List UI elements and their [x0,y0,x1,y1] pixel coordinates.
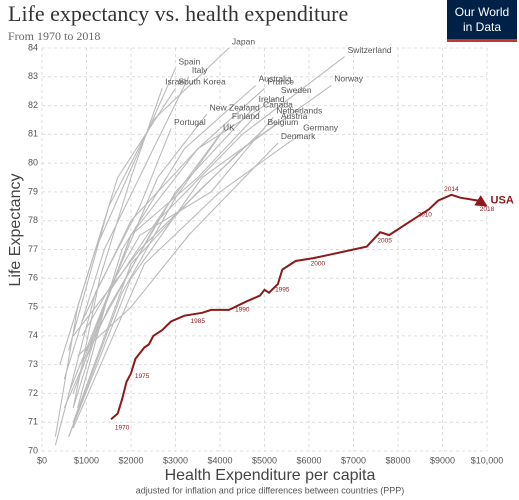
series-label: Spain [179,56,201,66]
series-line [54,128,172,446]
series-label: Switzerland [348,45,392,55]
x-tick-label: $6000 [296,455,321,465]
year-annotation: 1975 [135,373,150,380]
series-label: Sweden [281,85,312,95]
series-label: Denmark [281,131,316,141]
y-tick-label: 74 [28,330,38,340]
x-axis-label: Health Expenditure per capita [165,467,376,484]
year-annotation: 2014 [444,186,459,193]
series-label: Israel [165,77,186,87]
chart-title: Life expectancy vs. health expenditure [8,1,348,26]
x-axis-sublabel: adjusted for inflation and price differe… [136,485,405,495]
logo-box [447,0,517,42]
series-line [68,122,279,437]
logo-text: in Data [463,20,501,34]
x-tick-label: $7000 [341,455,366,465]
series-line [63,105,257,409]
year-annotation: 1990 [235,307,250,314]
series-line [72,84,256,408]
series-label: Austria [281,111,308,121]
series-label: Netherlands [276,105,322,115]
series-label: New Zealand [210,102,260,112]
y-tick-label: 76 [28,273,38,283]
y-tick-label: 75 [28,301,38,311]
year-annotation: 2010 [417,212,432,219]
y-tick-label: 82 [28,100,38,110]
y-tick-label: 78 [28,215,38,225]
series-label: Canada [263,100,293,110]
series-label: Finland [232,111,260,121]
series-label: UK [223,123,235,133]
x-tick-label: $1000 [74,455,99,465]
x-tick-label: $4000 [207,455,232,465]
y-tick-label: 72 [28,388,38,398]
y-tick-label: 83 [28,71,38,81]
x-tick-label: $8000 [385,455,410,465]
logo-bar [447,39,517,42]
series-label: South Korea [179,77,227,87]
series-label: Ireland [259,94,285,104]
series-line [86,56,345,351]
y-tick-label: 79 [28,186,38,196]
series-line [72,133,301,429]
y-tick-label: 80 [28,158,38,168]
year-annotation: 2018 [480,206,495,213]
x-tick-label: $10,000 [471,455,504,465]
year-annotation: 1985 [191,318,206,325]
y-tick-label: 84 [28,42,38,52]
series-line [110,193,488,421]
series-line [77,113,208,408]
series-label: Belgium [268,117,299,127]
series-label: France [268,77,295,87]
year-annotation: 1970 [115,425,130,432]
series-line [54,88,176,437]
y-tick-label: 71 [28,417,38,427]
x-tick-label: $3000 [163,455,188,465]
x-tick-label: $9000 [430,455,455,465]
series-label: Norway [334,74,364,84]
x-tick-label: $0 [37,455,47,465]
series-label: Japan [232,36,255,46]
series-line [77,142,279,357]
series-label: Australia [259,74,292,84]
y-tick-label: 73 [28,359,38,369]
y-tick-label: 70 [28,445,38,455]
series-line [72,87,265,394]
year-annotation: 2000 [311,261,326,268]
series-label: Germany [303,123,339,133]
series-line [68,47,230,351]
series-label: Italy [192,65,208,75]
series-line [81,116,274,337]
series-line [72,128,265,423]
year-annotation: 1995 [275,287,290,294]
logo-text: Our World [455,5,509,19]
series-line [68,134,221,394]
series-line [63,76,190,380]
series-label: Portugal [174,117,206,127]
year-annotation: 2005 [377,238,392,245]
x-tick-label: $5000 [252,455,277,465]
series-label: USA [491,194,514,206]
y-tick-label: 77 [28,244,38,254]
y-tick-label: 81 [28,129,38,139]
chart-subtitle: From 1970 to 2018 [8,29,100,43]
y-axis-label: Life Expectancy [7,174,24,287]
x-tick-label: $2000 [118,455,143,465]
